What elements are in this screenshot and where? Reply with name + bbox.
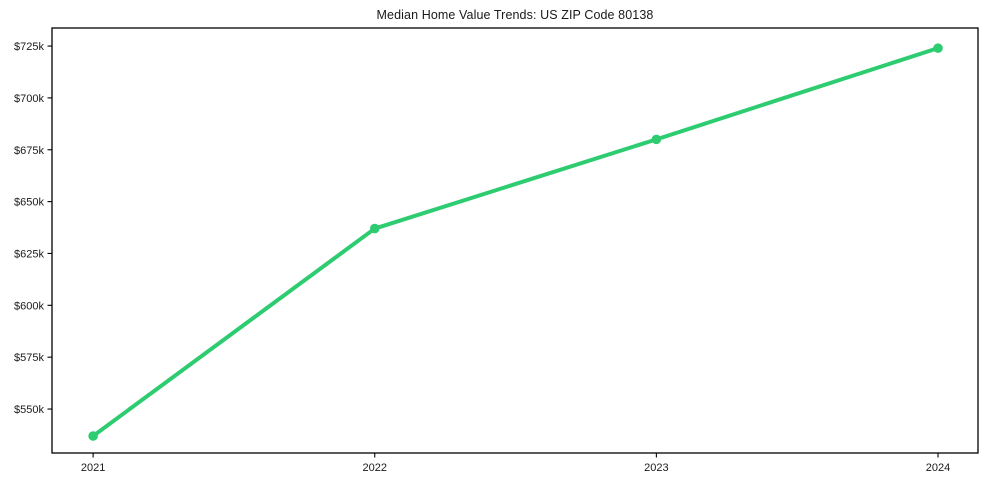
data-point-marker (369, 223, 380, 234)
x-tick-label: 2022 (363, 462, 387, 474)
y-tick-label: $550k (14, 404, 44, 416)
data-point-marker (651, 134, 662, 145)
y-tick-label: $600k (14, 300, 44, 312)
y-tick-label: $575k (14, 352, 44, 364)
data-point-marker (933, 43, 943, 53)
y-tick-label: $700k (14, 93, 44, 105)
x-tick-label: 2023 (644, 462, 668, 474)
data-point-marker (88, 431, 98, 441)
plot-frame (51, 27, 979, 454)
y-tick-label: $675k (14, 145, 44, 157)
trend-line (91, 46, 941, 438)
x-tick-label: 2024 (926, 462, 950, 474)
y-tick-label: $725k (14, 41, 44, 53)
y-tick-label: $625k (14, 248, 44, 260)
chart-title: Median Home Value Trends: US ZIP Code 80… (376, 8, 654, 22)
x-tick-label: 2021 (81, 462, 105, 474)
y-tick-label: $650k (14, 197, 44, 209)
